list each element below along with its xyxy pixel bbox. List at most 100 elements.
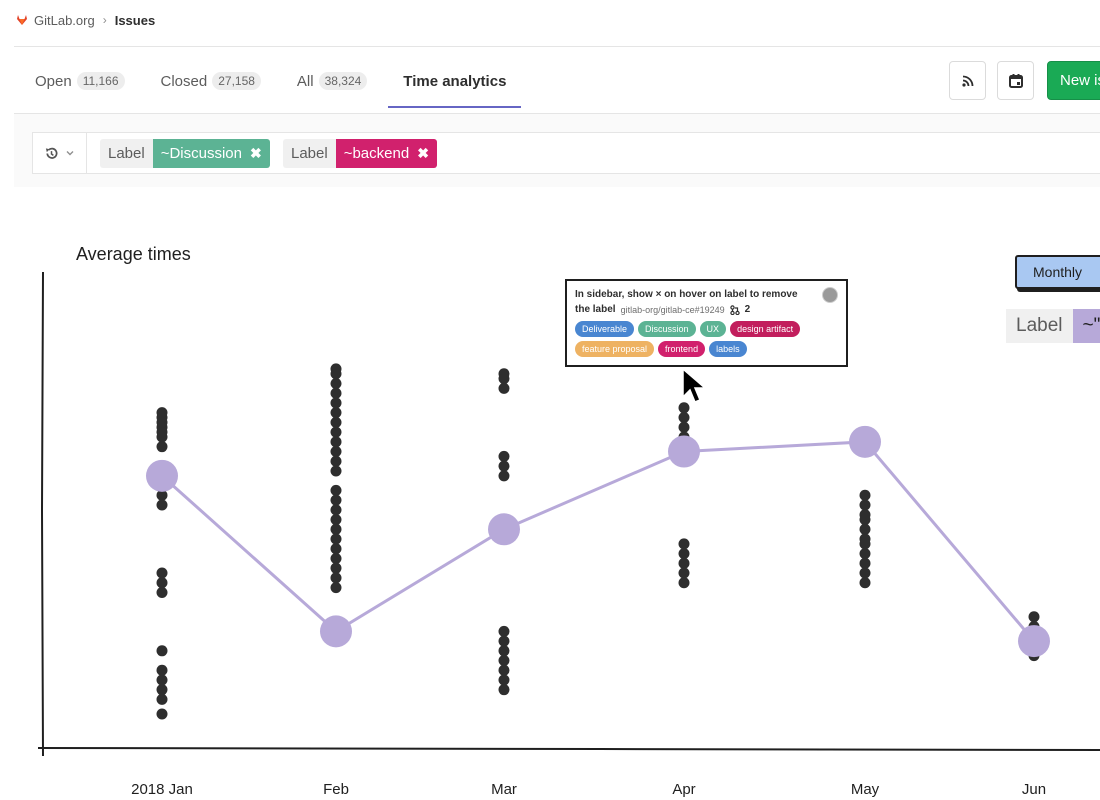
tooltip-title: In sidebar, show × on hover on label to … bbox=[575, 289, 798, 300]
issue-point bbox=[859, 567, 871, 579]
tab-all[interactable]: All 38,324 bbox=[282, 54, 382, 108]
tab-closed-count: 27,158 bbox=[212, 72, 261, 90]
x-tick-label: Feb bbox=[323, 781, 349, 798]
issue-point bbox=[330, 368, 342, 380]
issue-point bbox=[330, 494, 342, 506]
average-point bbox=[146, 459, 178, 492]
breadcrumb-group-link[interactable]: GitLab.org bbox=[34, 12, 95, 28]
issue-point bbox=[498, 664, 510, 676]
tab-open[interactable]: Open 11,166 bbox=[20, 54, 140, 108]
history-icon bbox=[45, 147, 58, 159]
issue-point bbox=[330, 514, 342, 526]
issue-point bbox=[859, 489, 871, 501]
tooltip-mr-count: 2 bbox=[744, 304, 751, 315]
issue-point bbox=[330, 465, 342, 477]
issue-point bbox=[330, 582, 342, 594]
tab-all-label: All bbox=[296, 72, 314, 90]
tooltip-labels: Deliverable Discussion UX design artifact fe… bbox=[575, 321, 825, 357]
close-icon[interactable]: ✖ bbox=[417, 145, 429, 161]
issue-point bbox=[498, 625, 510, 637]
rss-button[interactable] bbox=[949, 61, 986, 100]
issue-point bbox=[156, 489, 168, 501]
issue-point bbox=[330, 416, 342, 428]
issue-point bbox=[156, 567, 168, 579]
chevron-right-icon: › bbox=[102, 13, 107, 27]
tooltip-issue-ref[interactable]: gitlab-org/gitlab-ce#19249 bbox=[620, 305, 725, 315]
x-tick-label: Apr bbox=[672, 781, 695, 798]
tab-closed[interactable]: Closed 27,158 bbox=[146, 54, 276, 108]
issue-point bbox=[498, 655, 510, 667]
issue-point bbox=[330, 426, 342, 438]
gitlab-logo-icon bbox=[17, 15, 27, 25]
tab-time-analytics-label: Time analytics bbox=[403, 72, 507, 90]
issue-point bbox=[156, 586, 168, 598]
issue-point bbox=[678, 412, 690, 424]
x-tick-label: Mar bbox=[491, 781, 517, 798]
tab-open-count: 11,166 bbox=[76, 72, 125, 90]
issue-point bbox=[156, 577, 168, 589]
tooltip-label-0: Deliverable bbox=[575, 321, 635, 337]
issue-point bbox=[330, 446, 342, 458]
issue-point bbox=[330, 387, 342, 399]
tab-open-label: Open bbox=[35, 72, 72, 90]
filter-token-backend[interactable]: Label ~backend ✖ bbox=[283, 139, 437, 168]
issue-point bbox=[678, 577, 690, 589]
filter-token-value-text: ~backend bbox=[343, 145, 410, 162]
filter-token-name: Label bbox=[100, 139, 153, 168]
issue-point bbox=[156, 693, 168, 705]
issue-point bbox=[156, 674, 168, 686]
x-tick-label: Jun bbox=[1022, 781, 1046, 798]
average-point bbox=[1018, 625, 1050, 658]
issue-point bbox=[1028, 611, 1040, 623]
average-point bbox=[488, 513, 520, 546]
x-axis bbox=[37, 747, 1100, 751]
close-icon[interactable]: ✖ bbox=[250, 145, 262, 161]
tooltip-label-6: labels bbox=[709, 341, 747, 357]
issue-point bbox=[678, 421, 690, 433]
merge-request-icon bbox=[729, 305, 740, 315]
breadcrumb: GitLab.org › Issues bbox=[16, 10, 155, 30]
chevron-down-icon bbox=[66, 151, 74, 156]
average-point bbox=[849, 425, 881, 458]
issue-point bbox=[859, 538, 871, 550]
issue-point bbox=[678, 567, 690, 579]
issue-point bbox=[330, 543, 342, 555]
y-axis bbox=[40, 271, 44, 757]
issue-point bbox=[498, 460, 510, 472]
period-toggle-button[interactable]: Monthly bbox=[1015, 255, 1100, 289]
tooltip-title-continued: the label bbox=[575, 304, 616, 315]
issue-point bbox=[678, 557, 690, 569]
tooltip-label-2: UX bbox=[699, 321, 727, 337]
issue-point bbox=[330, 504, 342, 516]
new-issue-button[interactable]: New issue bbox=[1047, 61, 1100, 100]
breadcrumb-current: Issues bbox=[114, 12, 156, 28]
issue-point bbox=[330, 397, 342, 409]
chart-label-filter[interactable]: Label ~" bbox=[1006, 309, 1100, 343]
issue-point bbox=[330, 533, 342, 545]
issue-point bbox=[156, 499, 168, 511]
tab-time-analytics[interactable]: Time analytics bbox=[388, 54, 522, 108]
issue-point bbox=[330, 407, 342, 419]
issue-point bbox=[678, 402, 690, 414]
tooltip-label-1: Discussion bbox=[638, 321, 696, 337]
recent-searches-button[interactable] bbox=[33, 133, 87, 173]
issue-point bbox=[859, 523, 871, 535]
issue-tooltip: In sidebar, show × on hover on label to … bbox=[565, 279, 848, 367]
issue-point bbox=[156, 645, 168, 657]
issue-point bbox=[330, 562, 342, 574]
filter-token-name: Label bbox=[283, 139, 336, 168]
average-point bbox=[320, 615, 352, 648]
issue-point bbox=[330, 484, 342, 496]
filter-token-discussion[interactable]: Label ~Discussion ✖ bbox=[100, 139, 270, 168]
issue-point bbox=[859, 514, 871, 526]
average-point bbox=[668, 435, 700, 468]
chart-label-filter-name: Label bbox=[1006, 309, 1073, 343]
calendar-button[interactable] bbox=[997, 61, 1034, 100]
tooltip-label-5: frontend bbox=[658, 341, 706, 357]
rss-icon bbox=[961, 75, 973, 87]
issue-point bbox=[498, 645, 510, 657]
issue-point bbox=[156, 664, 168, 676]
issue-point bbox=[859, 557, 871, 569]
x-tick-label: May bbox=[851, 781, 880, 798]
